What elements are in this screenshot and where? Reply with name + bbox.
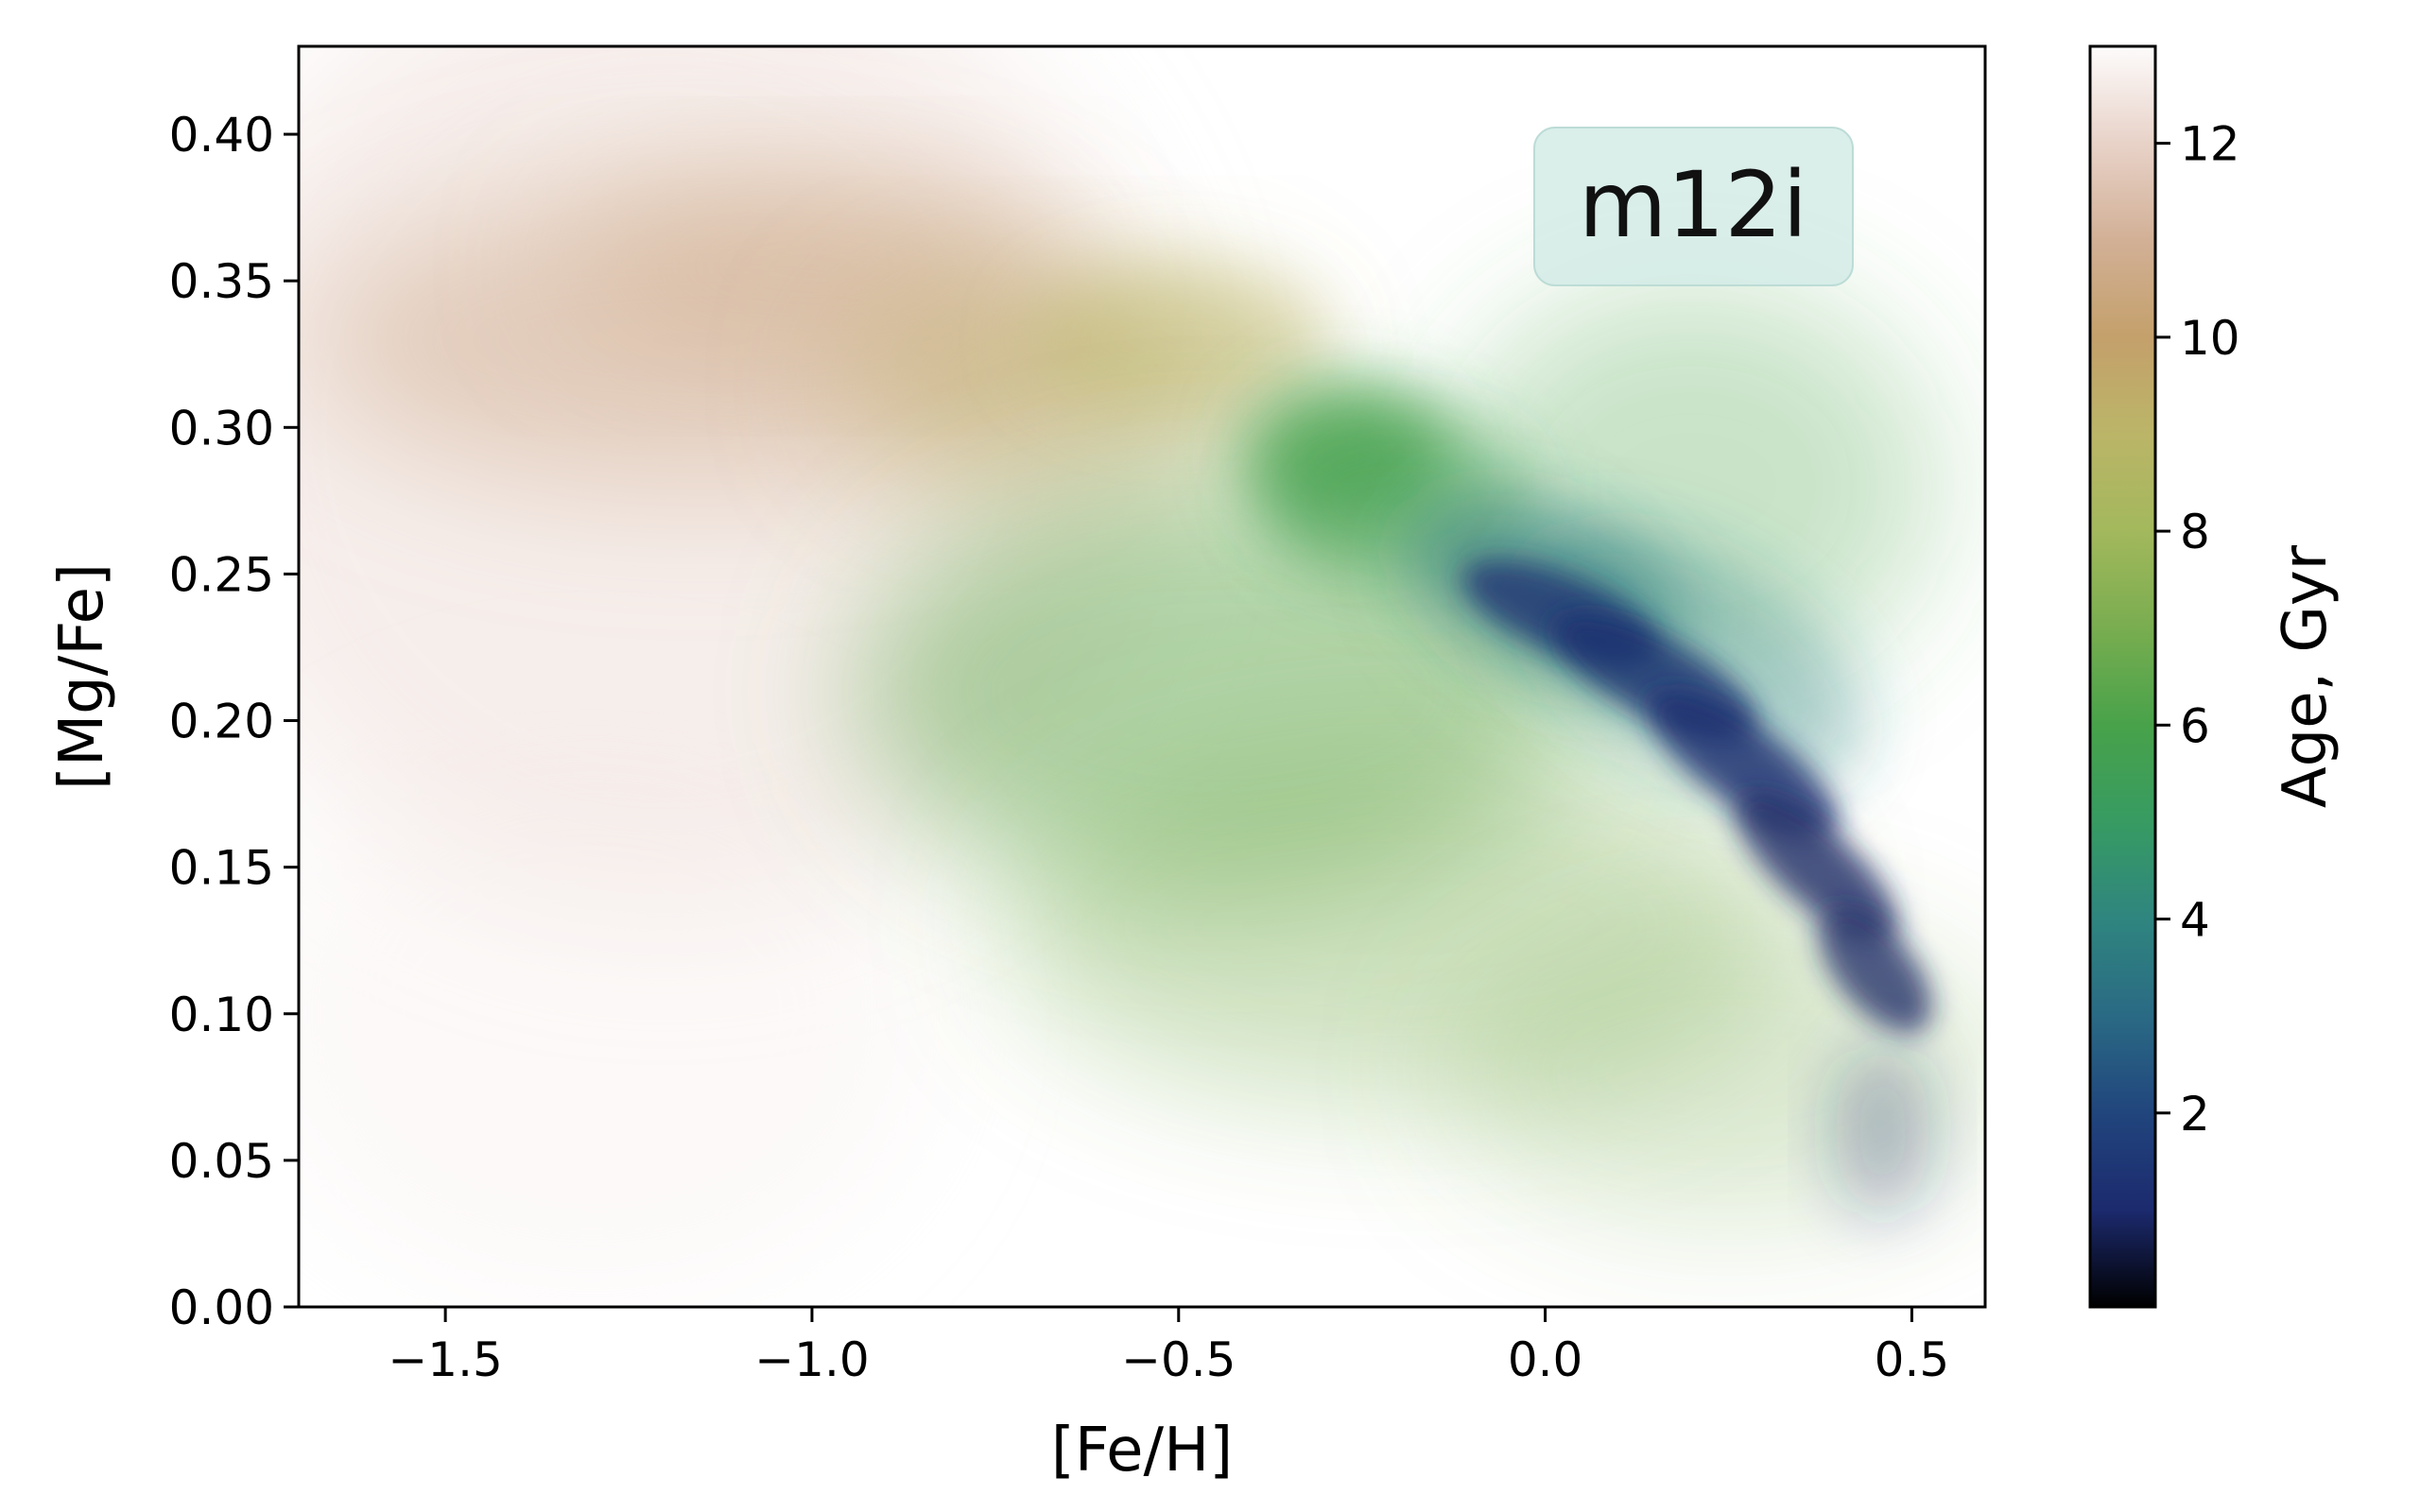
colorbar-ticks: 2 4 6 8 10 12 [2155,117,2240,1142]
x-axis-ticks: −1.5 −1.0 −0.5 0.0 0.5 [388,1307,1949,1387]
y-tick-label: 0.10 [169,988,274,1042]
colorbar-tick-label: 12 [2180,117,2240,172]
y-tick-label: 0.05 [169,1134,274,1189]
y-tick-label: 0.00 [169,1280,274,1335]
colorbar-tick-label: 4 [2180,893,2210,948]
density-blob [299,730,933,1297]
colorbar: 2 4 6 8 10 12 Age, Gyr [2088,44,2341,1309]
x-tick-label: 0.0 [1508,1332,1583,1387]
y-axis-ticks: 0.00 0.05 0.10 0.15 0.20 0.25 0.30 0.35 0.40 [169,108,299,1335]
y-tick-label: 0.25 [169,547,274,602]
colorbar-tick-label: 10 [2180,311,2240,366]
y-axis-title: [Mg/Fe] [47,563,117,790]
model-label-box: m12i [1533,127,1854,286]
colorbar-title: Age, Gyr [2271,544,2341,808]
density-blob [1648,690,1839,839]
density-blob [1818,906,1932,1033]
density-blob [1027,264,1330,416]
density-blob [1735,792,1898,943]
y-tick-label: 0.15 [169,841,274,896]
density-blob [1444,920,1985,1224]
colorbar-tick-label: 2 [2180,1087,2210,1142]
y-tick-label: 0.20 [169,695,274,749]
x-tick-label: 0.5 [1875,1332,1950,1387]
density-heatmap [299,46,1985,1297]
y-tick-label: 0.30 [169,401,274,455]
y-tick-label: 0.35 [169,254,274,309]
x-tick-label: −1.0 [754,1332,869,1387]
density-blob [1835,1045,1930,1216]
x-tick-label: −1.5 [388,1332,502,1387]
model-label: m12i [1579,152,1807,258]
x-axis-title: [Fe/H] [1051,1416,1233,1486]
colorbar-gradient [2088,44,2157,1309]
colorbar-tick-label: 8 [2180,505,2210,559]
plot-frame [297,44,1987,1309]
colorbar-tick-label: 6 [2180,698,2210,753]
y-tick-label: 0.40 [169,108,274,163]
x-tick-label: −0.5 [1121,1332,1236,1387]
